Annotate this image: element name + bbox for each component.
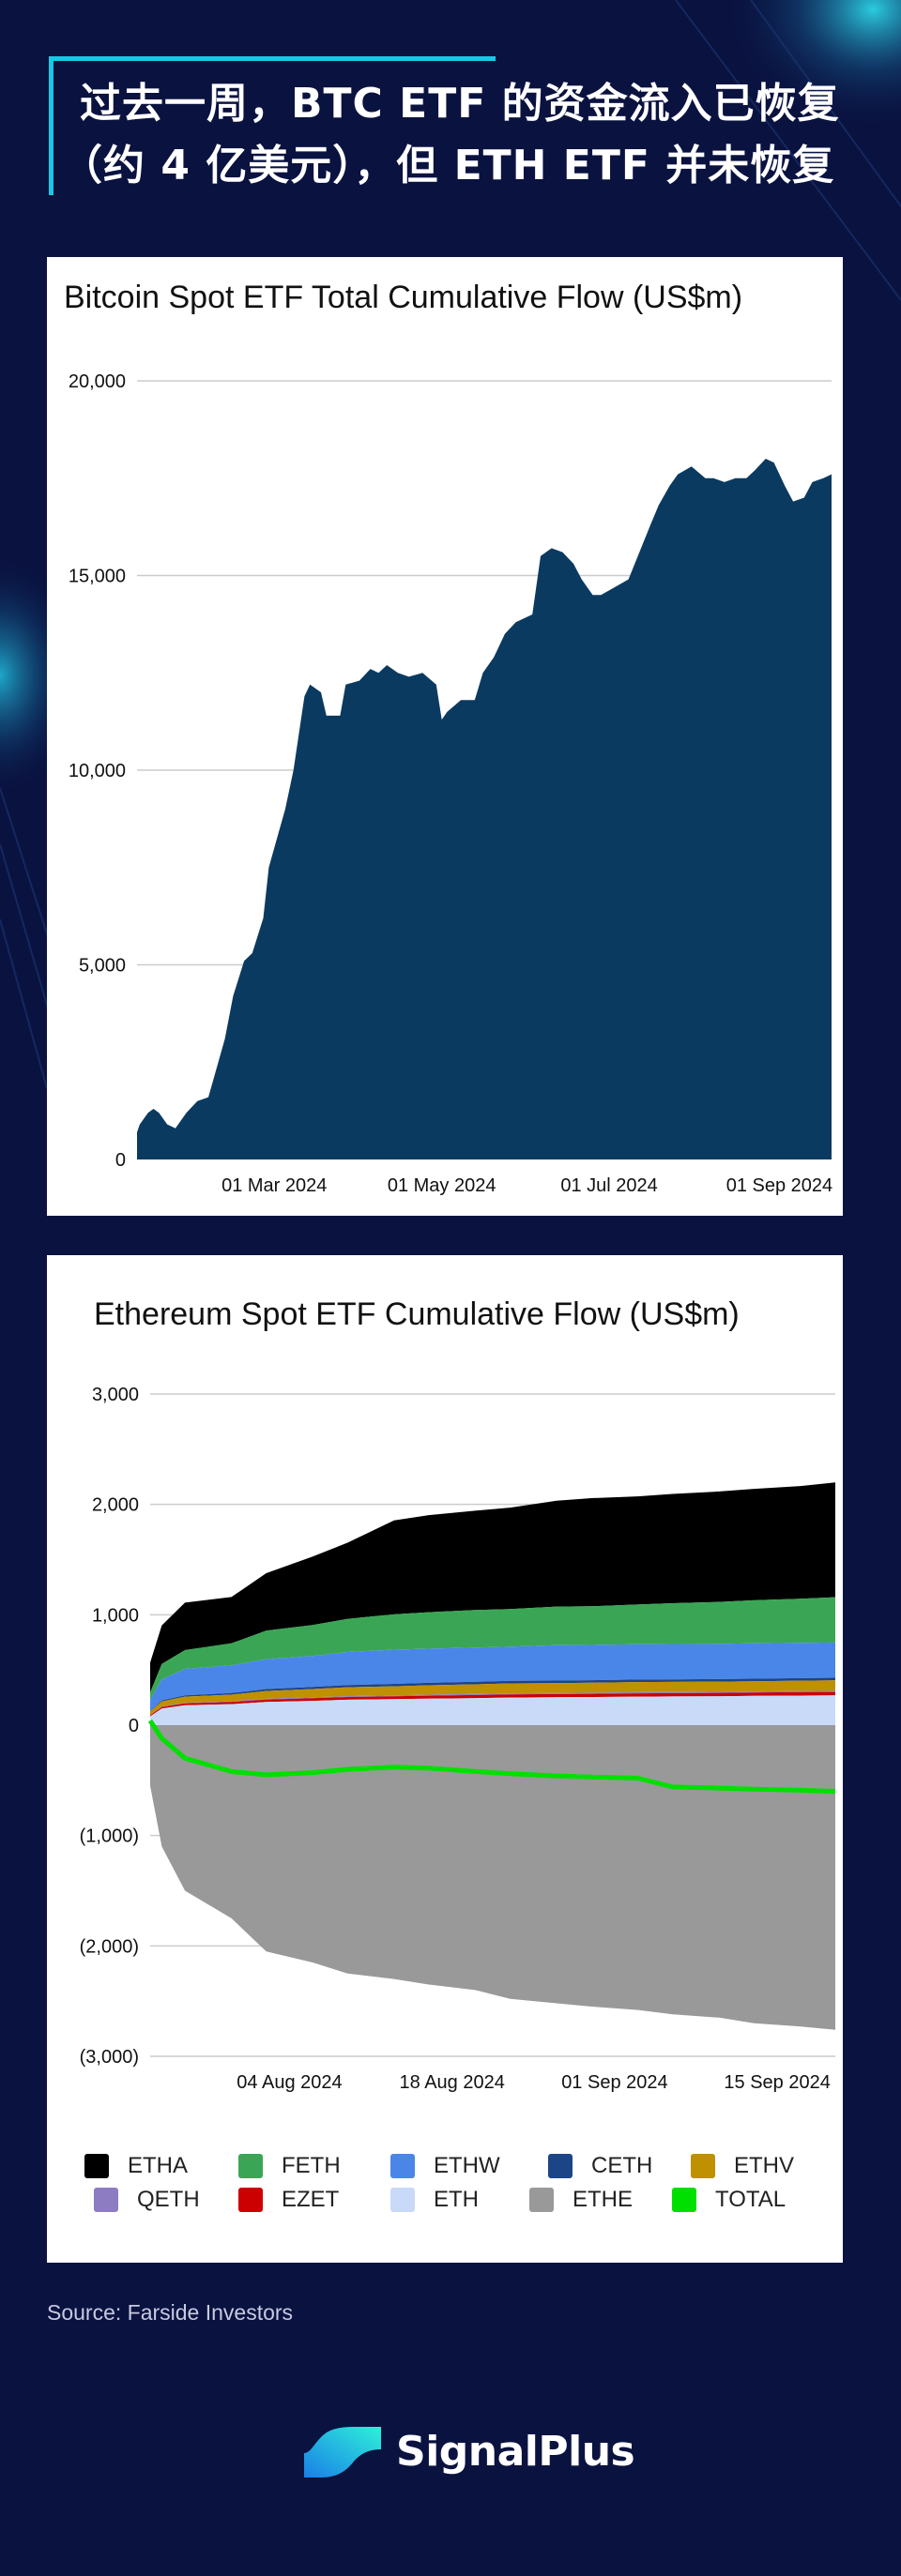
headline-accent-bar	[49, 56, 496, 61]
eth-y-tick-label: (3,000)	[80, 2047, 139, 2068]
btc-y-tick-label: 10,000	[69, 761, 126, 781]
legend-label: ETHW	[434, 2153, 500, 2178]
brand: SignalPlus	[302, 2418, 635, 2484]
eth-x-tick-label: 18 Aug 2024	[400, 2072, 505, 2093]
headline-line-1: 过去一周，BTC ETF 的资金流入已恢复	[80, 80, 840, 128]
signalplus-logo-icon	[304, 2427, 381, 2478]
eth-y-tick-label: 0	[129, 1716, 139, 1736]
btc-y-tick-label: 15,000	[69, 567, 126, 587]
legend-item-ethv: ETHV	[691, 2152, 794, 2180]
legend-item-total: TOTAL	[672, 2186, 786, 2214]
legend-swatch	[94, 2188, 118, 2212]
eth-y-tick-label: 2,000	[92, 1495, 139, 1516]
legend-label: TOTAL	[715, 2187, 786, 2212]
btc-y-tick-label: 5,000	[79, 956, 126, 977]
eth-y-tick-label: 3,000	[92, 1385, 139, 1405]
legend-swatch	[529, 2188, 554, 2212]
legend-swatch	[390, 2188, 415, 2212]
eth-area-ethe	[150, 1725, 835, 2030]
btc-chart-title: Bitcoin Spot ETF Total Cumulative Flow (…	[64, 280, 743, 315]
legend-swatch	[238, 2188, 263, 2212]
eth-chart: (3,000) (2,000) (1,000) 0 1,000 2,000 3,000 04 …	[80, 1385, 836, 2093]
legend-item-qeth: QETH	[94, 2186, 200, 2214]
btc-y-tick-label: 20,000	[69, 371, 126, 392]
eth-area-etha	[150, 1482, 835, 1693]
eth-area-eth	[150, 1695, 835, 1725]
headline-line-2: （约 4 亿美元），但 ETH ETF 并未恢复	[61, 142, 835, 189]
legend-item-ethe: ETHE	[529, 2186, 633, 2214]
btc-y-tick-label: 0	[115, 1150, 126, 1171]
btc-x-tick-label: 01 Mar 2024	[221, 1175, 327, 1196]
eth-area-ethv	[150, 1680, 835, 1716]
legend-label: EZET	[282, 2187, 340, 2212]
eth-x-tick-label: 15 Sep 2024	[724, 2072, 830, 2093]
legend-item-ceth: CETH	[548, 2152, 652, 2180]
legend-swatch	[84, 2154, 109, 2178]
legend-item-etha: ETHA	[84, 2152, 188, 2180]
legend-swatch	[390, 2154, 415, 2178]
btc-x-tick-label: 01 Sep 2024	[726, 1175, 832, 1196]
legend-item-feth: FETH	[238, 2152, 341, 2180]
legend-item-eth: ETH	[390, 2186, 479, 2214]
brand-name: SignalPlus	[396, 2427, 635, 2476]
eth-y-tick-label: (1,000)	[80, 1826, 139, 1847]
btc-x-tick-label: 01 May 2024	[388, 1175, 496, 1196]
eth-y-tick-label: (2,000)	[80, 1936, 139, 1957]
eth-total-line	[147, 1719, 836, 1795]
headline: 过去一周，BTC ETF 的资金流入已恢复 （约 4 亿美元），但 ETH ET…	[49, 56, 870, 195]
legend-label: ETH	[434, 2187, 479, 2212]
legend-label: ETHA	[128, 2153, 189, 2178]
legend-label: CETH	[591, 2153, 653, 2178]
btc-x-tick-label: 01 Jul 2024	[560, 1175, 657, 1196]
eth-y-tick-label: 1,000	[92, 1605, 139, 1626]
eth-area-ethw	[150, 1642, 835, 1712]
source-note: Source: Farside Investors	[47, 2300, 294, 2325]
btc-chart: 0 5,000 10,000 15,000 20,000 01 Mar 2024 01 Ma…	[69, 371, 832, 1196]
eth-chart-title: Ethereum Spot ETF Cumulative Flow (US$m)	[94, 1296, 740, 1332]
legend-swatch	[238, 2154, 263, 2178]
legend-label: ETHV	[734, 2153, 795, 2178]
legend-swatch	[548, 2154, 573, 2178]
btc-cumulative-flow-area	[137, 459, 832, 1159]
legend-item-ezet: EZET	[238, 2186, 339, 2214]
eth-chart-panel: Ethereum Spot ETF Cumulative Flow (US$m)…	[47, 1255, 843, 2263]
btc-chart-panel: Bitcoin Spot ETF Total Cumulative Flow (…	[47, 257, 843, 1216]
eth-area-ezet	[150, 1691, 835, 1717]
legend-label: ETHE	[573, 2187, 634, 2212]
eth-area-feth	[150, 1597, 835, 1701]
legend-swatch	[691, 2154, 715, 2178]
legend-swatch	[672, 2188, 696, 2212]
eth-x-tick-label: 04 Aug 2024	[237, 2072, 342, 2093]
legend-label: QETH	[137, 2187, 200, 2212]
legend-item-ethw: ETHW	[390, 2152, 500, 2180]
legend-label: FETH	[282, 2153, 341, 2178]
eth-x-tick-label: 01 Sep 2024	[561, 2072, 667, 2093]
